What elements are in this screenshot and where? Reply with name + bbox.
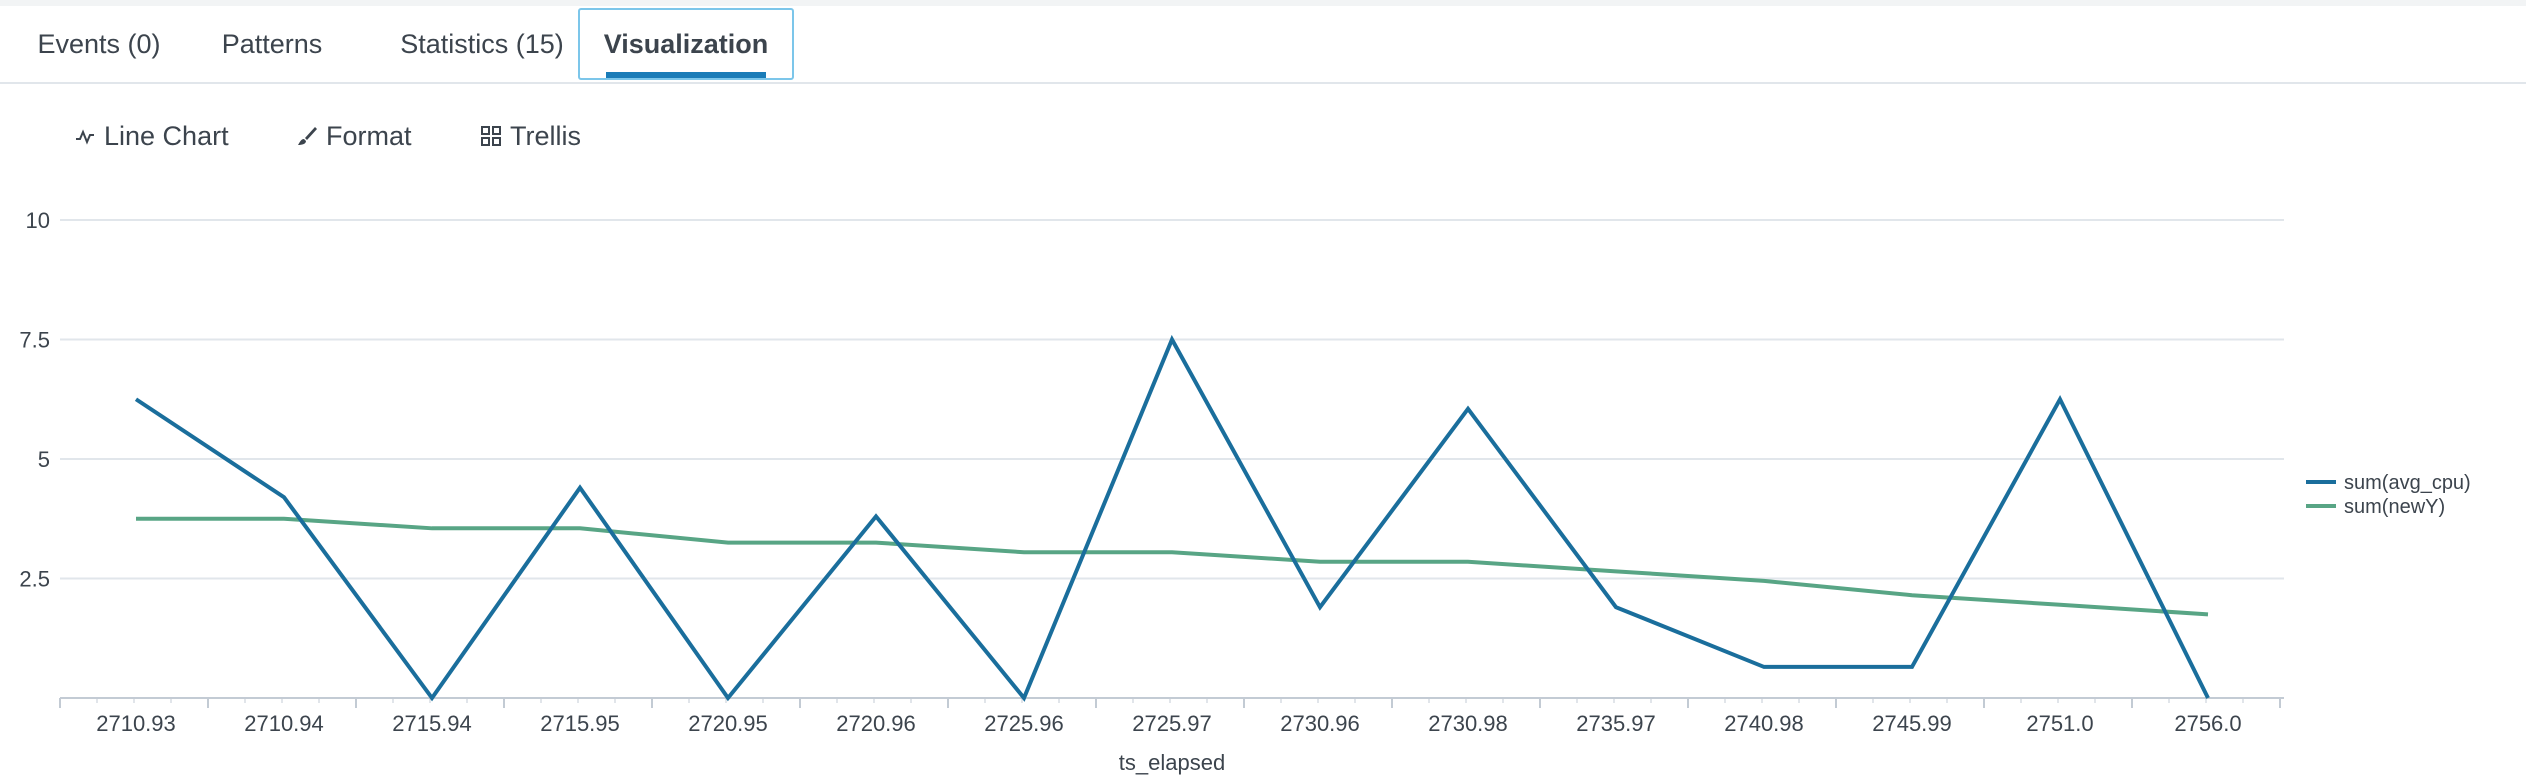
- tab-visualization-label: Visualization: [603, 29, 769, 59]
- series-line-avg-cpu: [134, 334, 2210, 702]
- trellis-button[interactable]: Trellis: [480, 112, 581, 160]
- format-button[interactable]: Format: [296, 112, 412, 160]
- x-tick-label: 2735.97: [1576, 711, 1656, 736]
- series-line-newy: [136, 516, 2209, 617]
- legend: sum(avg_cpu)sum(newY): [2306, 472, 2471, 518]
- x-tick-label: 2715.94: [392, 711, 472, 736]
- x-tick-label: 2715.95: [540, 711, 620, 736]
- format-label: Format: [326, 121, 412, 151]
- tab-events[interactable]: Events (0): [37, 29, 161, 59]
- chart-type-button[interactable]: Line Chart: [74, 112, 229, 160]
- x-tick-label: 2710.94: [244, 711, 324, 736]
- y-tick-label: 2.5: [19, 567, 50, 592]
- x-tick-label: 2720.95: [688, 711, 768, 736]
- active-tab-indicator: [606, 72, 766, 78]
- top-strip: [0, 0, 2526, 6]
- y-axis: 2.5 5 7.5 10: [19, 208, 50, 592]
- legend-label: sum(avg_cpu): [2344, 472, 2471, 494]
- x-tick-label: 2745.99: [1872, 711, 1952, 736]
- results-tab-bar: Events (0) Patterns Statistics (15) Visu…: [0, 6, 2526, 84]
- legend-label: sum(newY): [2344, 496, 2445, 518]
- tab-patterns[interactable]: Patterns: [221, 29, 323, 59]
- x-tick-label: 2725.96: [984, 711, 1064, 736]
- line-chart: 2.557.510 2710.93 2710.94 2715.94 2715.95 27…: [19, 208, 2471, 775]
- tab-statistics[interactable]: Statistics (15): [400, 29, 564, 59]
- x-tick-label: 2756.0: [2174, 711, 2241, 736]
- x-axis: 2710.93 2710.94 2715.94 2715.95 2720.95 2720.…: [59, 697, 2284, 736]
- x-tick-label: 2730.98: [1428, 711, 1508, 736]
- x-axis-title: ts_elapsed: [1119, 750, 1225, 775]
- tab-visualization[interactable]: Visualization: [578, 8, 794, 80]
- x-tick-label: 2751.0: [2026, 711, 2093, 736]
- x-tick-label: 2725.97: [1132, 711, 1212, 736]
- chart-type-label: Line Chart: [104, 121, 229, 151]
- line-chart-icon: [76, 129, 94, 145]
- y-tick-label: 5: [38, 447, 50, 472]
- y-tick-label: 10: [26, 208, 50, 233]
- trellis-label: Trellis: [510, 121, 581, 151]
- x-tick-label: 2720.96: [836, 711, 916, 736]
- gridlines: [60, 219, 2284, 580]
- x-tick-label: 2730.96: [1280, 711, 1360, 736]
- series-lines: [134, 334, 2210, 702]
- grid-icon: [481, 126, 501, 146]
- x-tick-label: 2710.93: [96, 711, 176, 736]
- paintbrush-icon: [298, 127, 317, 145]
- y-tick-label: 7.5: [19, 328, 50, 353]
- x-tick-label: 2740.98: [1724, 711, 1804, 736]
